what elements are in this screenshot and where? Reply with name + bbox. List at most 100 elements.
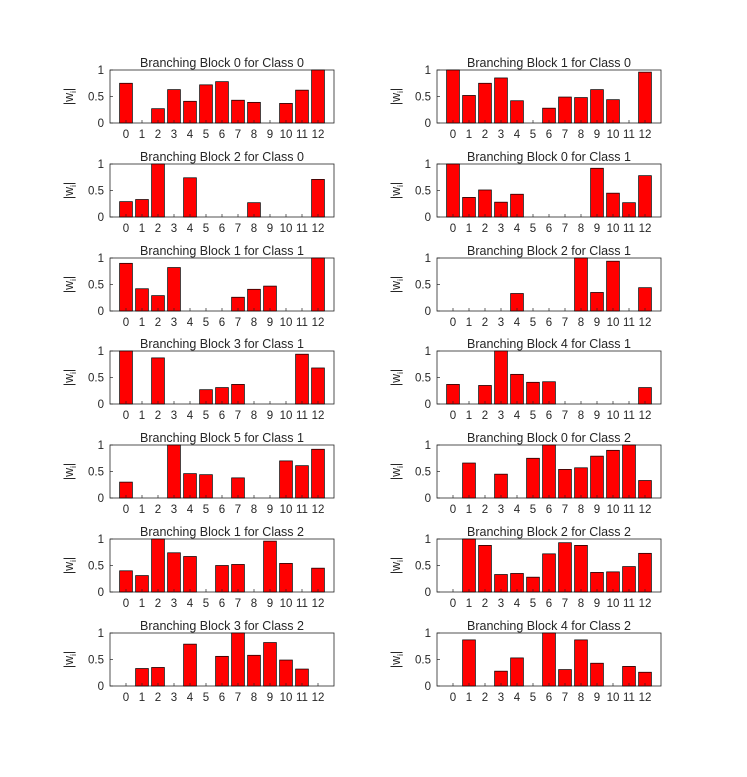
x-tick-label: 3: [498, 692, 504, 704]
x-tick-label: 12: [639, 504, 652, 516]
x-tick-label: 8: [578, 504, 584, 516]
x-tick-label: 2: [155, 223, 161, 235]
y-tick-label: 1: [98, 253, 104, 265]
x-tick-label: 8: [251, 129, 257, 141]
x-tick-label: 9: [267, 129, 273, 141]
bar-2: [151, 538, 165, 593]
bar-2: [478, 189, 492, 218]
x-tick-label: 1: [139, 598, 145, 610]
x-tick-label: 4: [514, 504, 521, 516]
x-tick-label: 12: [639, 223, 652, 235]
x-tick-label: 9: [267, 223, 273, 235]
bar-0: [119, 82, 133, 124]
x-tick-label: 2: [155, 317, 161, 329]
bar-6: [215, 565, 229, 593]
x-tick-label: 7: [562, 317, 568, 329]
y-tick-label: 0.5: [88, 655, 104, 667]
bar-9: [263, 285, 277, 312]
bar-0: [119, 570, 133, 593]
x-tick-label: 7: [235, 317, 241, 329]
x-tick-label: 4: [514, 223, 521, 235]
x-tick-label: 1: [139, 223, 145, 235]
x-tick-label: 5: [530, 410, 536, 422]
x-tick-label: 3: [171, 692, 177, 704]
subplot-title: Branching Block 0 for Class 1: [467, 150, 631, 164]
y-tick-label: 1: [425, 65, 431, 77]
x-tick-label: 8: [578, 317, 584, 329]
x-tick-label: 4: [187, 317, 194, 329]
x-tick-label: 0: [450, 598, 456, 610]
x-tick-label: 5: [203, 129, 209, 141]
x-tick-label: 9: [594, 410, 600, 422]
bar-8: [574, 97, 588, 124]
y-tick-label: 0.5: [88, 280, 104, 292]
x-tick-label: 8: [578, 129, 584, 141]
x-tick-label: 3: [171, 504, 177, 516]
x-tick-label: 10: [280, 410, 293, 422]
bar-4: [510, 100, 524, 124]
x-tick-label: 0: [450, 317, 456, 329]
x-tick-label: 6: [546, 317, 552, 329]
bar-10: [606, 571, 620, 593]
x-tick-label: 5: [530, 317, 536, 329]
x-tick-label: 0: [123, 692, 129, 704]
x-tick-label: 4: [514, 129, 521, 141]
bar-9: [590, 167, 604, 218]
x-tick-label: 6: [219, 410, 225, 422]
x-tick-label: 5: [530, 129, 536, 141]
bar-0: [446, 69, 460, 124]
x-tick-label: 8: [251, 692, 257, 704]
x-tick-label: 11: [296, 223, 308, 235]
x-tick-label: 8: [251, 504, 257, 516]
x-tick-label: 3: [171, 223, 177, 235]
subplot-title: Branching Block 4 for Class 2: [467, 619, 631, 633]
bar-12: [638, 287, 652, 312]
x-tick-label: 1: [466, 410, 472, 422]
y-tick-label: 0.5: [415, 561, 431, 573]
x-tick-label: 2: [482, 692, 488, 704]
y-tick-label: 0: [98, 399, 104, 411]
bar-6: [542, 381, 556, 405]
y-axis-label: |wi|: [62, 557, 78, 574]
x-tick-label: 12: [312, 692, 325, 704]
x-tick-label: 5: [203, 598, 209, 610]
x-tick-label: 0: [450, 223, 456, 235]
bar-12: [638, 552, 652, 593]
y-axis-label: |wi|: [389, 276, 405, 293]
bar-8: [574, 257, 588, 312]
subplot-title: Branching Block 1 for Class 1: [140, 244, 304, 258]
y-axis-label: |wi|: [62, 182, 78, 199]
x-tick-label: 1: [139, 410, 145, 422]
x-tick-label: 7: [235, 410, 241, 422]
x-tick-label: 10: [280, 317, 293, 329]
bar-4: [183, 643, 197, 687]
x-tick-label: 8: [578, 223, 584, 235]
subplot-title: Branching Block 1 for Class 2: [140, 525, 304, 539]
x-tick-label: 3: [498, 504, 504, 516]
bar-4: [510, 193, 524, 218]
x-tick-label: 0: [123, 129, 129, 141]
bar-11: [295, 353, 309, 405]
x-tick-label: 10: [280, 129, 293, 141]
x-tick-label: 4: [514, 692, 521, 704]
x-tick-label: 5: [203, 410, 209, 422]
bar-4: [183, 100, 197, 124]
bar-12: [311, 567, 325, 593]
x-tick-label: 11: [623, 129, 635, 141]
bar-4: [183, 556, 197, 593]
bar-6: [542, 632, 556, 687]
bar-0: [446, 163, 460, 218]
x-tick-label: 5: [530, 692, 536, 704]
x-tick-label: 7: [562, 598, 568, 610]
x-tick-label: 9: [267, 598, 273, 610]
y-tick-label: 1: [98, 440, 104, 452]
bar-11: [295, 89, 309, 124]
x-tick-label: 0: [123, 410, 129, 422]
x-tick-label: 6: [219, 504, 225, 516]
bar-1: [135, 288, 149, 312]
